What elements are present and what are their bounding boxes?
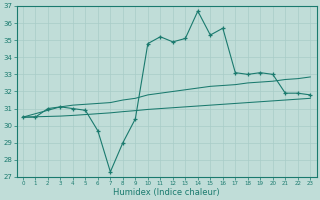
X-axis label: Humidex (Indice chaleur): Humidex (Indice chaleur) — [113, 188, 220, 197]
